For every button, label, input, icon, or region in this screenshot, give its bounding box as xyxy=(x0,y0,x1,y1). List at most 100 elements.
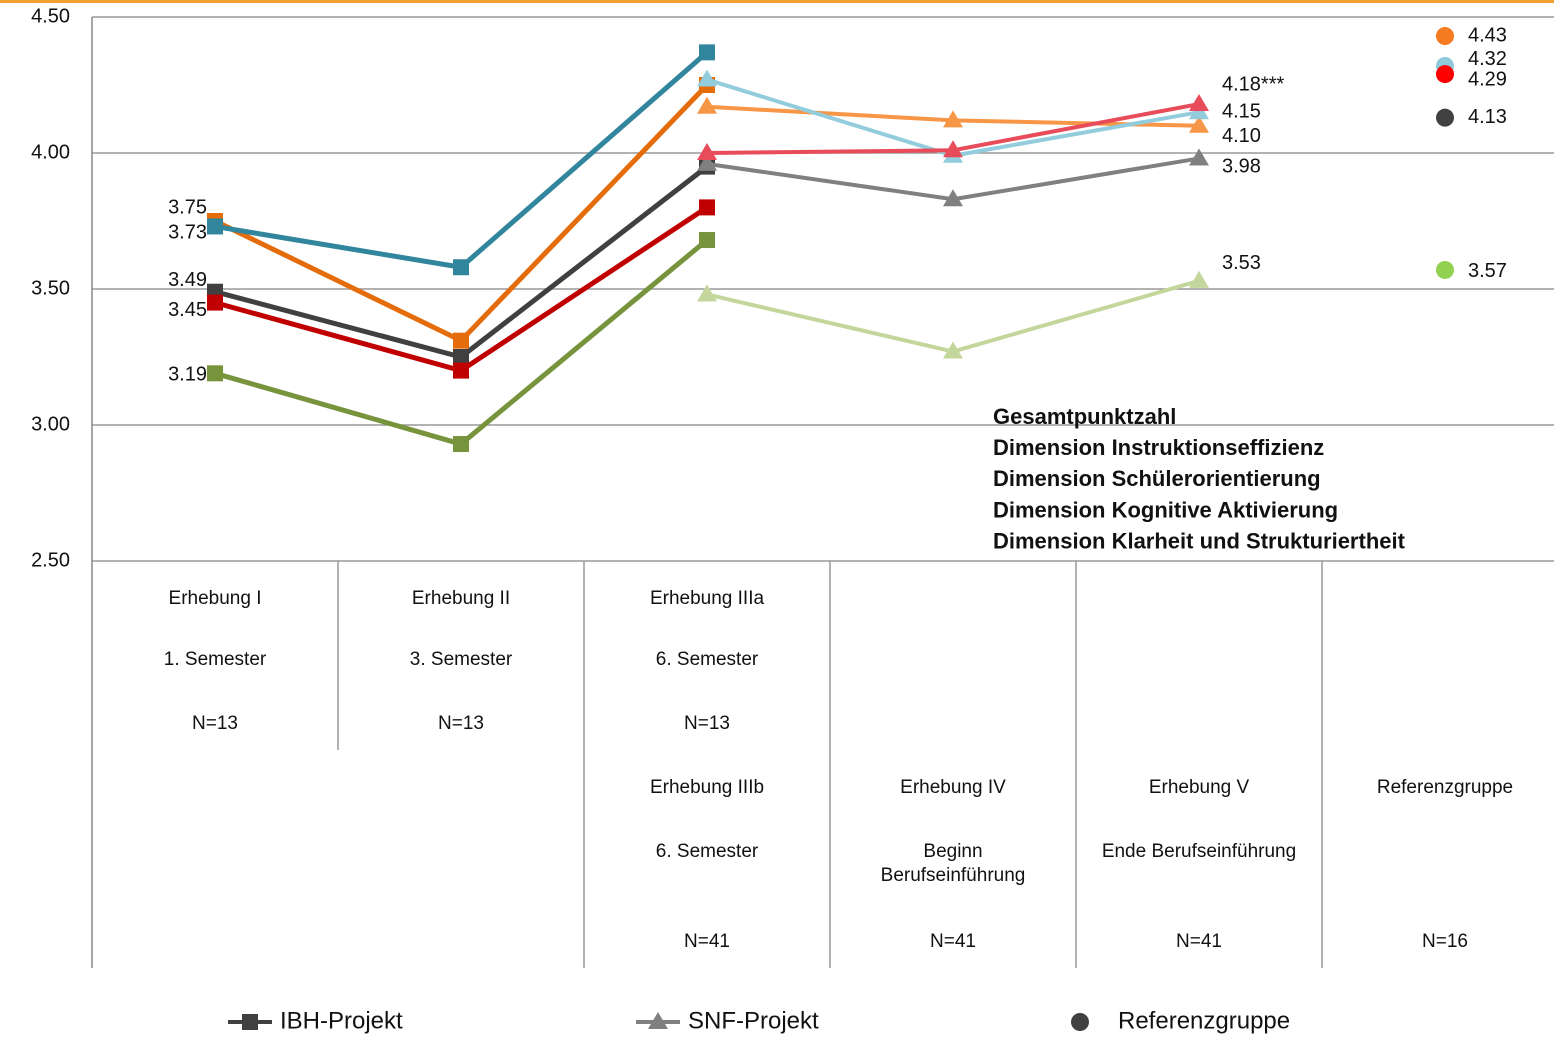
marker xyxy=(699,199,715,216)
y-tick-label: 2.50 xyxy=(31,549,70,571)
marker xyxy=(242,1014,258,1030)
category-label: Beginn Berufseinführung xyxy=(880,841,1026,886)
data-label: 3.49 xyxy=(168,269,207,291)
category-cell: Referenzgruppe xyxy=(1376,777,1514,798)
category-label: N=41 xyxy=(930,931,976,952)
category-label: Referenzgruppe xyxy=(1376,777,1514,798)
marker xyxy=(453,349,469,365)
category-label: N=13 xyxy=(438,713,484,734)
category-label: 1. Semester xyxy=(163,649,267,670)
legend-label: IBH-Projekt xyxy=(280,1007,403,1034)
category-cell: 1. Semester xyxy=(163,649,267,670)
marker xyxy=(1436,27,1454,46)
marker xyxy=(453,259,469,276)
marker xyxy=(1071,1013,1089,1031)
legend-label: SNF-Projekt xyxy=(688,1007,819,1034)
marker xyxy=(699,232,715,249)
category-cell: N=13 xyxy=(684,713,730,734)
category-label: 6. Semester xyxy=(655,841,759,862)
marker xyxy=(943,341,963,359)
y-tick-label: 4.50 xyxy=(31,5,70,27)
category-cell: Beginn Berufseinführung xyxy=(880,841,1026,886)
category-cell: 6. Semester xyxy=(655,841,759,862)
category-cell: N=13 xyxy=(192,713,238,734)
category-label: Erhebung I xyxy=(168,588,262,609)
marker xyxy=(699,44,715,61)
category-cell: Erhebung II xyxy=(411,588,511,609)
category-cell: 6. Semester xyxy=(655,649,759,670)
category-label: N=16 xyxy=(1422,931,1468,952)
category-label: 6. Semester xyxy=(655,649,759,670)
category-cell: N=41 xyxy=(930,931,976,952)
data-label: 3.75 xyxy=(168,196,207,218)
data-label: 3.19 xyxy=(168,364,207,386)
dimension-legend: Dimension Klarheit und Strukturiertheit xyxy=(993,529,1406,554)
marker xyxy=(943,189,963,207)
category-cell: N=16 xyxy=(1422,931,1468,952)
marker xyxy=(697,96,717,114)
marker xyxy=(648,1012,668,1029)
marker xyxy=(697,153,717,171)
marker xyxy=(1436,260,1454,279)
marker xyxy=(697,69,717,87)
category-label: Ende Berufseinführung xyxy=(1101,841,1297,862)
data-label: 4.29 xyxy=(1468,68,1507,90)
dimension-legend: Gesamtpunktzahl xyxy=(993,404,1176,429)
y-tick-label: 3.50 xyxy=(31,277,70,299)
top-border xyxy=(0,0,1554,3)
marker xyxy=(207,218,223,235)
series-line xyxy=(706,278,1200,354)
data-label: 3.98 xyxy=(1222,156,1261,178)
data-label: 4.32 xyxy=(1468,48,1507,70)
category-cell: Erhebung I xyxy=(168,588,262,609)
dimension-legend: Dimension Instruktionseffizienz xyxy=(993,435,1324,460)
data-label: 3.57 xyxy=(1468,260,1507,282)
category-label: Erhebung II xyxy=(411,588,511,609)
legend-label: Referenzgruppe xyxy=(1118,1007,1290,1034)
marker xyxy=(207,365,223,382)
category-label: N=41 xyxy=(684,931,730,952)
category-cell: Ende Berufseinführung xyxy=(1101,841,1297,862)
category-label: Erhebung IIIb xyxy=(649,777,765,798)
marker xyxy=(697,143,717,160)
data-label: 3.45 xyxy=(168,299,207,321)
category-cell: Erhebung IIIa xyxy=(649,588,765,609)
marker xyxy=(697,284,717,302)
category-label: N=13 xyxy=(192,713,238,734)
y-tick-label: 3.00 xyxy=(31,413,70,435)
category-label: N=13 xyxy=(684,713,730,734)
data-label: 3.53 xyxy=(1222,252,1261,274)
data-label: 4.15 xyxy=(1222,100,1261,122)
data-label: 4.13 xyxy=(1468,106,1507,128)
category-cell: Erhebung V xyxy=(1148,777,1250,798)
data-label: 4.18*** xyxy=(1222,73,1284,95)
category-label: Erhebung IV xyxy=(900,777,1006,798)
marker xyxy=(1189,94,1209,112)
data-label: 4.10 xyxy=(1222,125,1261,147)
category-label: N=41 xyxy=(1176,931,1222,952)
category-cell: Erhebung IIIb xyxy=(649,777,765,798)
category-label: 3. Semester xyxy=(409,649,513,670)
marker xyxy=(207,294,223,311)
marker xyxy=(453,362,469,379)
marker xyxy=(453,436,469,453)
category-cell: 3. Semester xyxy=(409,649,513,670)
marker xyxy=(1189,148,1209,166)
marker xyxy=(1436,65,1454,84)
marker xyxy=(1189,270,1209,288)
marker xyxy=(943,110,963,128)
category-cell: N=13 xyxy=(438,713,484,734)
marker xyxy=(453,332,469,349)
y-tick-label: 4.00 xyxy=(31,141,70,163)
dimension-legend: Dimension Kognitive Aktivierung xyxy=(993,497,1338,522)
category-label: Erhebung IIIa xyxy=(649,588,765,609)
dimension-legend: Dimension Schülerorientierung xyxy=(993,466,1321,491)
marker xyxy=(1189,115,1209,133)
category-cell: N=41 xyxy=(684,931,730,952)
data-label: 3.73 xyxy=(168,222,207,244)
category-label: Erhebung V xyxy=(1148,777,1250,798)
category-cell: N=41 xyxy=(1176,931,1222,952)
marker xyxy=(943,140,963,158)
